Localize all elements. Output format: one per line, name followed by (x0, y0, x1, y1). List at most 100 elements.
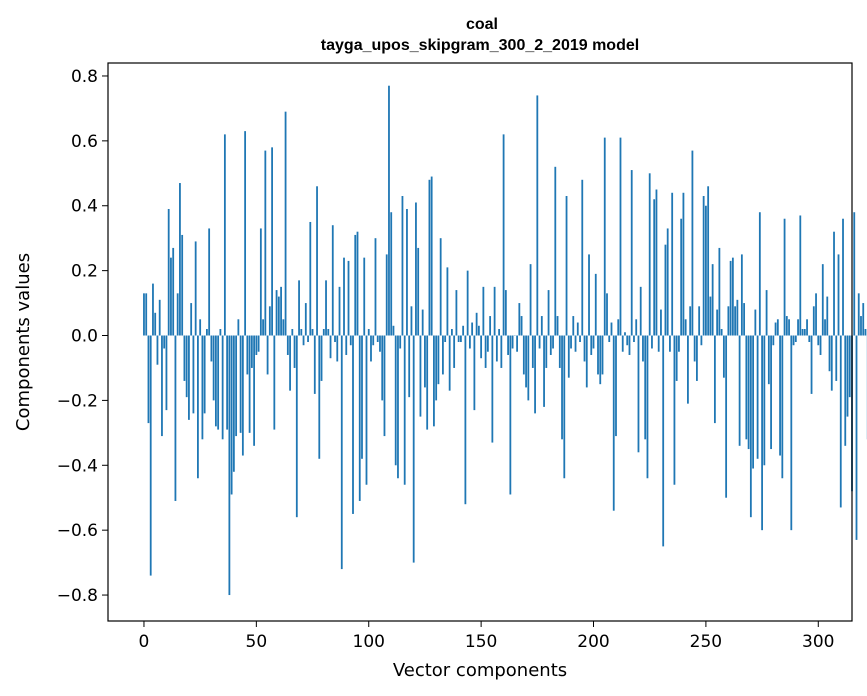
bar-53 (262, 319, 264, 336)
bar-168 (520, 316, 523, 336)
bar-35 (221, 335, 224, 440)
bar-247 (698, 306, 701, 336)
bar-284 (781, 335, 784, 479)
bar-174 (534, 335, 536, 414)
bar-207 (608, 335, 611, 342)
bar-307 (833, 231, 835, 336)
bar-138 (453, 335, 456, 368)
bar-232 (664, 244, 667, 336)
bar-129 (433, 335, 435, 427)
bar-306 (830, 335, 833, 391)
bar-137 (451, 329, 453, 336)
bar-159 (500, 335, 503, 368)
bar-110 (390, 212, 393, 336)
bar-185 (558, 335, 561, 368)
bar-117 (406, 208, 408, 336)
bar-308 (835, 335, 838, 381)
bar-280 (772, 335, 775, 346)
bar-65 (289, 335, 291, 391)
bar-82 (327, 329, 330, 336)
bar-150 (480, 335, 483, 359)
bar-131 (437, 335, 440, 385)
bar-44 (241, 335, 244, 456)
bar-212 (619, 137, 622, 336)
bar-135 (446, 267, 449, 336)
x-tick-label: 150 (465, 632, 497, 652)
bar-21 (190, 303, 193, 336)
bar-37 (226, 335, 229, 430)
x-tick-label: 0 (139, 632, 150, 652)
bar-244 (691, 150, 694, 336)
x-tick-label: 250 (690, 632, 722, 652)
bar-263 (734, 306, 737, 336)
bar-111 (392, 325, 395, 336)
bar-124 (421, 309, 424, 336)
bar-99 (365, 335, 368, 485)
bar-74 (309, 221, 312, 336)
bar-238 (678, 335, 680, 352)
bar-136 (448, 335, 451, 391)
bar-96 (358, 335, 361, 501)
bar-293 (801, 329, 804, 336)
bar-121 (415, 202, 417, 336)
bar-193 (576, 322, 579, 336)
bar-186 (561, 335, 563, 440)
bar-55 (266, 335, 269, 375)
y-tick-label: 0.0 (71, 327, 98, 347)
bar-67 (293, 335, 296, 368)
x-axis-label: Vector components (393, 660, 567, 681)
bar-42 (237, 319, 240, 336)
x-tick-label: 300 (802, 632, 834, 652)
bar-48 (250, 335, 253, 368)
bar-41 (235, 335, 238, 437)
bar-178 (543, 335, 545, 407)
bar-276 (763, 335, 766, 466)
bar-259 (725, 335, 728, 498)
bar-95 (356, 231, 359, 336)
bar-271 (752, 335, 754, 469)
bar-163 (509, 335, 512, 495)
bar-120 (412, 335, 415, 563)
bar-195 (581, 179, 584, 336)
bar-81 (325, 280, 327, 336)
bar-278 (767, 335, 770, 385)
bar-198 (588, 254, 590, 336)
bar-30 (210, 335, 213, 362)
bar-254 (713, 335, 716, 424)
bar-148 (475, 312, 478, 336)
y-tick-label: 0.6 (71, 132, 98, 152)
bar-140 (457, 335, 460, 342)
bar-281 (774, 322, 777, 336)
bar-272 (754, 309, 757, 336)
bar-287 (788, 319, 790, 336)
bar-265 (738, 335, 741, 446)
bar-264 (736, 299, 739, 336)
bar-36 (223, 134, 226, 336)
bar-183 (554, 166, 557, 336)
bar-258 (722, 335, 725, 378)
bar-104 (376, 335, 379, 342)
bar-60 (277, 296, 280, 336)
bar-317 (855, 335, 858, 540)
bar-26 (201, 335, 204, 440)
bar-128 (430, 176, 433, 336)
bar-94 (354, 234, 357, 336)
bar-4 (152, 283, 154, 336)
bar-218 (633, 335, 635, 342)
bar-288 (790, 335, 793, 531)
bar-246 (696, 335, 698, 381)
bar-15 (176, 293, 179, 336)
bar-75 (311, 329, 314, 336)
bar-147 (473, 335, 476, 411)
bar-206 (606, 293, 608, 336)
bar-209 (612, 335, 615, 511)
bar-17 (181, 234, 184, 336)
bar-51 (257, 335, 260, 352)
bar-27 (203, 335, 206, 414)
plot-frame (107, 62, 853, 622)
bar-319 (860, 316, 862, 336)
bar-72 (304, 303, 307, 336)
bar-245 (693, 335, 696, 362)
bar-303 (824, 319, 826, 336)
bar-76 (313, 335, 316, 394)
